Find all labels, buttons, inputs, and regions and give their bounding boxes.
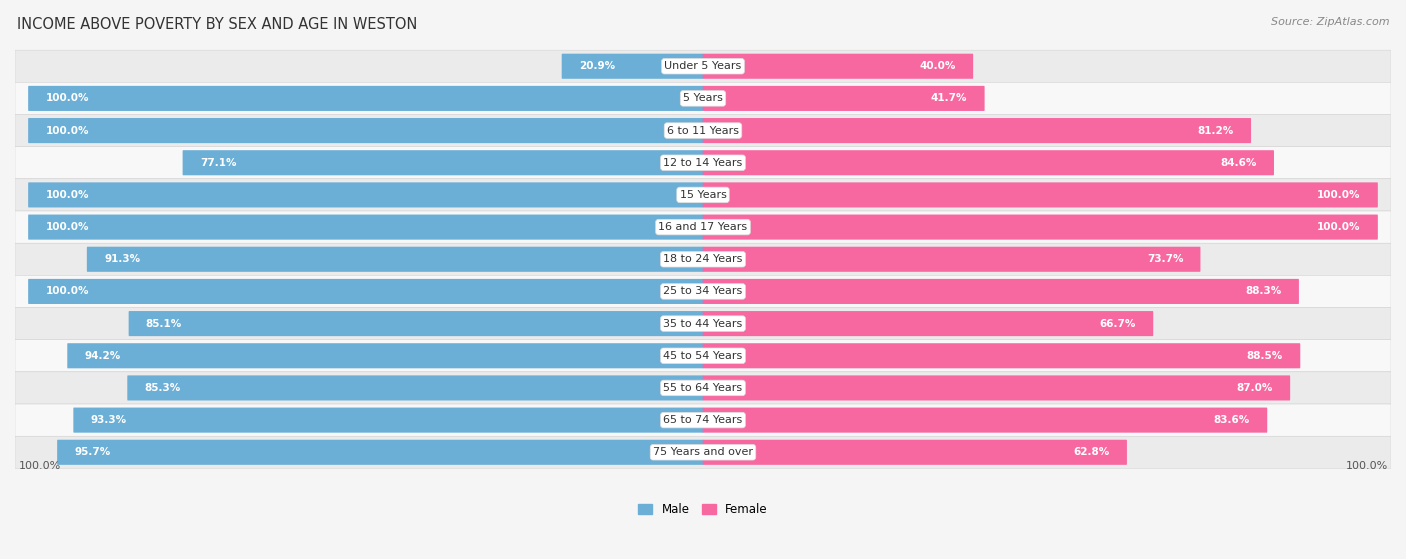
Text: 100.0%: 100.0% — [45, 126, 89, 136]
Text: 15 Years: 15 Years — [679, 190, 727, 200]
Text: 85.3%: 85.3% — [145, 383, 181, 393]
FancyBboxPatch shape — [15, 372, 1391, 404]
FancyBboxPatch shape — [15, 211, 1391, 243]
Text: 62.8%: 62.8% — [1073, 447, 1109, 457]
FancyBboxPatch shape — [73, 408, 703, 433]
FancyBboxPatch shape — [15, 50, 1391, 82]
Text: 77.1%: 77.1% — [200, 158, 236, 168]
FancyBboxPatch shape — [703, 86, 984, 111]
FancyBboxPatch shape — [58, 440, 703, 465]
FancyBboxPatch shape — [87, 247, 703, 272]
FancyBboxPatch shape — [15, 276, 1391, 307]
FancyBboxPatch shape — [15, 115, 1391, 146]
Text: 100.0%: 100.0% — [45, 93, 89, 103]
FancyBboxPatch shape — [703, 408, 1267, 433]
Text: 55 to 64 Years: 55 to 64 Years — [664, 383, 742, 393]
FancyBboxPatch shape — [561, 54, 703, 79]
Text: 100.0%: 100.0% — [45, 286, 89, 296]
Text: 93.3%: 93.3% — [90, 415, 127, 425]
Text: 73.7%: 73.7% — [1147, 254, 1184, 264]
FancyBboxPatch shape — [28, 279, 703, 304]
FancyBboxPatch shape — [129, 311, 703, 336]
FancyBboxPatch shape — [15, 340, 1391, 372]
FancyBboxPatch shape — [703, 311, 1153, 336]
Text: 88.5%: 88.5% — [1247, 350, 1284, 361]
FancyBboxPatch shape — [703, 54, 973, 79]
FancyBboxPatch shape — [703, 118, 1251, 143]
FancyBboxPatch shape — [15, 179, 1391, 211]
Text: 100.0%: 100.0% — [45, 222, 89, 232]
Text: 6 to 11 Years: 6 to 11 Years — [666, 126, 740, 136]
Text: 100.0%: 100.0% — [1317, 190, 1361, 200]
FancyBboxPatch shape — [703, 215, 1378, 240]
FancyBboxPatch shape — [703, 440, 1128, 465]
Text: 5 Years: 5 Years — [683, 93, 723, 103]
Text: 20.9%: 20.9% — [579, 61, 614, 71]
Text: 95.7%: 95.7% — [75, 447, 111, 457]
Legend: Male, Female: Male, Female — [634, 498, 772, 520]
FancyBboxPatch shape — [15, 404, 1391, 436]
FancyBboxPatch shape — [15, 82, 1391, 115]
Text: Under 5 Years: Under 5 Years — [665, 61, 741, 71]
Text: 25 to 34 Years: 25 to 34 Years — [664, 286, 742, 296]
Text: 85.1%: 85.1% — [146, 319, 183, 329]
FancyBboxPatch shape — [703, 182, 1378, 207]
FancyBboxPatch shape — [128, 376, 703, 400]
FancyBboxPatch shape — [183, 150, 703, 176]
Text: INCOME ABOVE POVERTY BY SEX AND AGE IN WESTON: INCOME ABOVE POVERTY BY SEX AND AGE IN W… — [17, 17, 418, 32]
Text: 65 to 74 Years: 65 to 74 Years — [664, 415, 742, 425]
FancyBboxPatch shape — [703, 150, 1274, 176]
Text: 100.0%: 100.0% — [18, 461, 60, 471]
Text: 16 and 17 Years: 16 and 17 Years — [658, 222, 748, 232]
Text: 45 to 54 Years: 45 to 54 Years — [664, 350, 742, 361]
Text: Source: ZipAtlas.com: Source: ZipAtlas.com — [1271, 17, 1389, 27]
FancyBboxPatch shape — [28, 182, 703, 207]
Text: 40.0%: 40.0% — [920, 61, 956, 71]
FancyBboxPatch shape — [15, 436, 1391, 468]
Text: 91.3%: 91.3% — [104, 254, 141, 264]
FancyBboxPatch shape — [15, 243, 1391, 276]
Text: 41.7%: 41.7% — [931, 93, 967, 103]
FancyBboxPatch shape — [703, 343, 1301, 368]
FancyBboxPatch shape — [67, 343, 703, 368]
Text: 100.0%: 100.0% — [1346, 461, 1388, 471]
Text: 35 to 44 Years: 35 to 44 Years — [664, 319, 742, 329]
FancyBboxPatch shape — [28, 215, 703, 240]
Text: 94.2%: 94.2% — [84, 350, 121, 361]
Text: 75 Years and over: 75 Years and over — [652, 447, 754, 457]
FancyBboxPatch shape — [28, 118, 703, 143]
FancyBboxPatch shape — [703, 376, 1291, 400]
Text: 83.6%: 83.6% — [1213, 415, 1250, 425]
Text: 81.2%: 81.2% — [1198, 126, 1234, 136]
Text: 87.0%: 87.0% — [1237, 383, 1272, 393]
FancyBboxPatch shape — [15, 146, 1391, 179]
Text: 100.0%: 100.0% — [45, 190, 89, 200]
Text: 18 to 24 Years: 18 to 24 Years — [664, 254, 742, 264]
FancyBboxPatch shape — [703, 247, 1201, 272]
Text: 66.7%: 66.7% — [1099, 319, 1136, 329]
Text: 12 to 14 Years: 12 to 14 Years — [664, 158, 742, 168]
FancyBboxPatch shape — [28, 86, 703, 111]
FancyBboxPatch shape — [15, 307, 1391, 340]
Text: 100.0%: 100.0% — [1317, 222, 1361, 232]
FancyBboxPatch shape — [703, 279, 1299, 304]
Text: 88.3%: 88.3% — [1246, 286, 1282, 296]
Text: 84.6%: 84.6% — [1220, 158, 1257, 168]
